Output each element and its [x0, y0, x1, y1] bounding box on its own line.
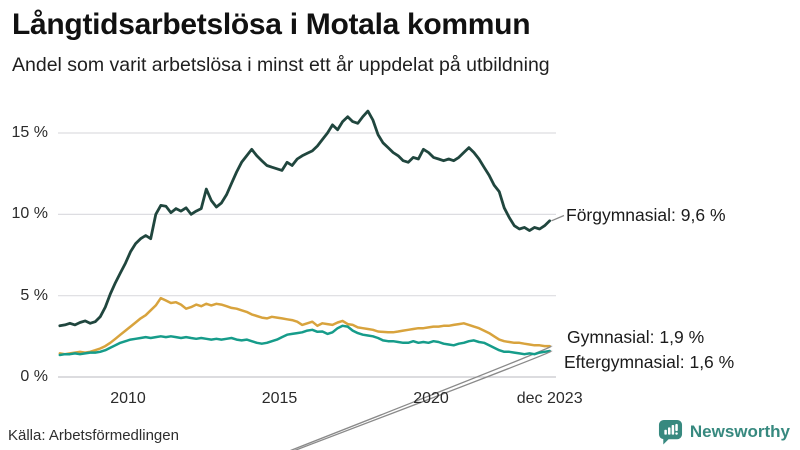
line-förgymnasial — [58, 109, 552, 328]
source-note: Källa: Arbetsförmedlingen — [8, 427, 179, 444]
leader-line-eftergymnasial — [294, 350, 553, 450]
line-eftergymnasial — [58, 324, 551, 357]
brand-wordmark: Newsworthy — [689, 422, 790, 441]
line-gymnasial — [58, 296, 551, 356]
speech-bubble-bar-chart-icon — [658, 419, 682, 445]
brand-logo: Newsworthy — [658, 419, 790, 445]
leader-line-förgymnasial — [551, 214, 565, 222]
leader-line-gymnasial — [289, 345, 553, 450]
page-title: Långtidsarbetslösa i Motala kommun — [12, 8, 531, 41]
page-subtitle: Andel som varit arbetslösa i minst ett å… — [12, 54, 550, 76]
